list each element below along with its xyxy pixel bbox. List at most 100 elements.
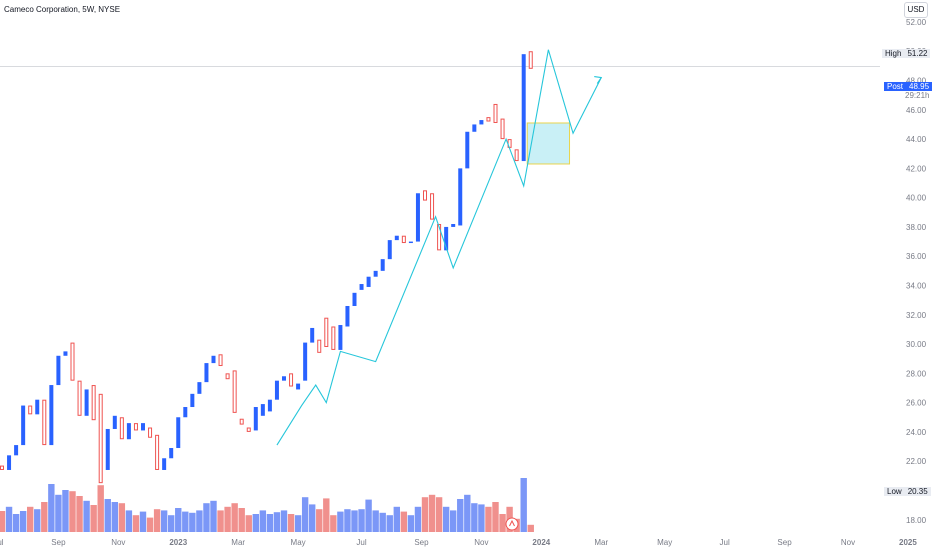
candle: [148, 427, 153, 438]
candle: [211, 355, 216, 364]
candle: [239, 418, 244, 425]
low-price-label: Low 20.35: [884, 486, 931, 497]
volume-bar: [393, 506, 400, 532]
y-tick-label: 40.00: [906, 194, 927, 203]
volume-bar: [146, 517, 154, 532]
x-tick-label: Nov: [474, 538, 488, 547]
volume-bar: [365, 499, 372, 532]
candle: [317, 339, 322, 353]
candle: [176, 417, 181, 449]
volume-bar: [520, 478, 527, 532]
candle: [98, 393, 103, 484]
post-price-label: Post 48.95: [884, 81, 932, 92]
volume-bar: [55, 494, 62, 532]
volume-bar: [175, 508, 182, 532]
volume-bar: [485, 506, 492, 532]
volume-bars: [0, 478, 534, 532]
volume-bar: [104, 499, 111, 532]
volume-bar: [464, 494, 471, 532]
volume-bar: [323, 498, 330, 532]
volume-bar: [62, 490, 69, 532]
candle: [28, 405, 33, 415]
volume-bar: [379, 512, 386, 532]
candle: [338, 325, 343, 350]
high-label-value: 51.22: [904, 49, 931, 58]
candles: [0, 51, 533, 484]
volume-bar: [309, 504, 316, 532]
candle: [218, 354, 223, 367]
x-tick-label: May: [291, 538, 306, 547]
candle: [373, 270, 378, 277]
candle: [14, 445, 19, 456]
y-tick-label: 26.00: [906, 399, 927, 408]
candle: [444, 226, 449, 251]
volume-bar: [259, 510, 267, 532]
y-tick-label: 52.00: [906, 18, 927, 27]
currency-button[interactable]: USD: [904, 2, 928, 18]
low-label-key: Low: [884, 487, 905, 496]
candle: [437, 224, 442, 251]
candle: [246, 427, 251, 432]
x-tick-label: Jul: [0, 538, 4, 547]
y-tick-label: 36.00: [906, 252, 927, 261]
candle: [155, 434, 160, 470]
volume-bar: [301, 497, 309, 532]
volume-bar: [344, 509, 351, 532]
volume-bar: [499, 514, 506, 532]
volume-bar: [48, 484, 55, 532]
high-label-key: High: [882, 49, 905, 58]
volume-bar: [76, 496, 83, 532]
projection-path: [276, 49, 602, 446]
volume-bar: [330, 515, 337, 532]
y-tick-label: 48.00: [906, 77, 927, 86]
candle: [232, 370, 237, 413]
candle: [514, 149, 519, 162]
x-tick-label: Jul: [356, 538, 366, 547]
candle: [331, 326, 336, 350]
candle: [415, 193, 420, 242]
candle: [21, 405, 26, 446]
volume-bar: [111, 502, 118, 532]
volume-bar: [414, 506, 422, 532]
volume-bar: [273, 512, 281, 532]
post-label-key: Post: [884, 82, 907, 91]
post-label-value: 48.95: [906, 82, 932, 91]
candle: [133, 423, 138, 431]
candle: [493, 103, 498, 123]
time-axis[interactable]: Jul Sep Nov 2023 Mar May Jul Sep Nov 2024 Mar May Ju…: [0, 538, 932, 547]
price-axis[interactable]: 18.0020.0022.0024.0026.0028.0030.0032.00…: [906, 18, 927, 525]
volume-bar: [372, 510, 379, 532]
low-label-value: 20.35: [904, 487, 931, 496]
candle: [204, 363, 209, 383]
candle: [324, 317, 329, 347]
projection-arrowhead: [594, 76, 603, 84]
volume-bar: [492, 502, 499, 532]
volume-bar: [90, 505, 97, 532]
x-tick-label: Jul: [720, 538, 730, 547]
candle: [282, 376, 286, 381]
candle: [472, 124, 477, 132]
volume-bar: [245, 515, 252, 532]
candle: [49, 385, 54, 446]
volume-bar: [5, 506, 13, 532]
x-tick-label: Mar: [594, 538, 608, 547]
volume-bar: [132, 515, 140, 532]
candle: [430, 193, 435, 220]
y-tick-label: 34.00: [906, 281, 927, 290]
volume-bar: [266, 514, 274, 532]
candle: [190, 393, 195, 408]
volume-bar: [231, 503, 238, 532]
y-tick-label: 44.00: [906, 135, 927, 144]
y-tick-label: 38.00: [906, 223, 927, 232]
volume-bar: [287, 514, 295, 532]
x-tick-label: Sep: [777, 538, 792, 547]
candle: [42, 399, 47, 446]
volume-bar: [224, 506, 231, 532]
candle: [183, 407, 188, 418]
volume-bar: [280, 510, 288, 532]
volume-bar: [0, 511, 6, 532]
candle: [63, 351, 68, 356]
candle: [112, 415, 117, 429]
candle: [310, 327, 315, 343]
